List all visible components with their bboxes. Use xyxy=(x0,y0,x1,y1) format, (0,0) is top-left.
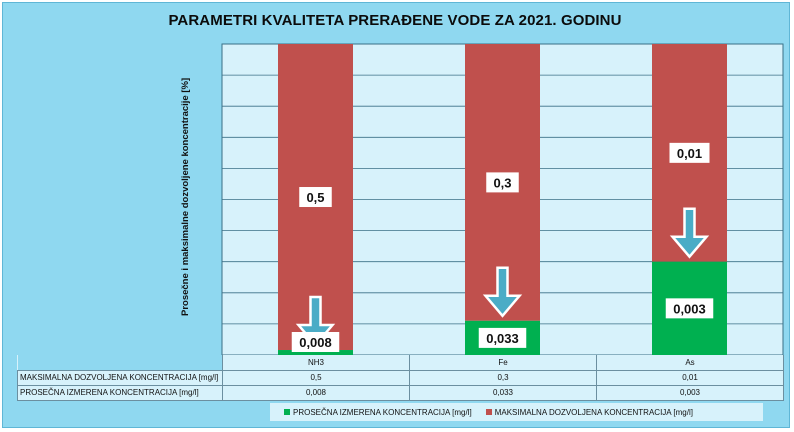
data-label-max-nh3: 0,5 xyxy=(306,190,324,205)
legend-label-maximum: MAKSIMALNA DOZVOLJENA KONCENTRACIJA [mg/… xyxy=(494,407,693,417)
legend-swatch-maximum xyxy=(485,409,492,415)
legend: PROSEČNA IZMERENA KONCENTRACIJA [mg/l] M… xyxy=(270,403,763,421)
table-corner xyxy=(17,355,223,370)
bars xyxy=(278,44,727,355)
table-row-max-label: MAKSIMALNA DOZVOLJENA KONCENTRACIJA [mg/… xyxy=(17,369,223,386)
data-label-box xyxy=(299,187,332,208)
data-label-avg-nh3: 0,008 xyxy=(299,335,332,350)
table-cell-avg-as: 0,003 xyxy=(596,384,784,401)
data-labels: 0,5 0,008 0,3 0,033 0,01 0,003 xyxy=(291,142,714,352)
chart-title: PARAMETRI KVALITETA PRERAĐENE VODE ZA 20… xyxy=(168,12,622,29)
legend-swatch-average xyxy=(284,409,290,415)
data-label-max-fe: 0,3 xyxy=(493,175,511,190)
table-cell-avg-fe: 0,033 xyxy=(409,384,597,401)
table-category-nh3: NH3 xyxy=(222,355,410,371)
data-label-avg-fe: 0,033 xyxy=(486,331,519,346)
data-label-box xyxy=(291,332,340,352)
bar-avg-nh3 xyxy=(278,350,353,355)
data-label-box xyxy=(486,172,519,193)
data-label-avg-as: 0,003 xyxy=(673,301,706,316)
data-label-max-as: 0,01 xyxy=(677,146,702,161)
data-table: NH3 Fe As MAKSIMALNA DOZVOLJENA KONCENTR… xyxy=(17,355,784,401)
table-header-row: NH3 Fe As xyxy=(17,355,784,371)
down-arrow-icon xyxy=(669,207,710,259)
data-label-box xyxy=(669,142,710,163)
table-cell-max-fe: 0,3 xyxy=(409,369,597,386)
table-category-fe: Fe xyxy=(409,355,597,371)
table-category-as: As xyxy=(596,355,784,371)
legend-item-maximum: MAKSIMALNA DOZVOLJENA KONCENTRACIJA [mg/… xyxy=(485,407,693,417)
table-row-max: MAKSIMALNA DOZVOLJENA KONCENTRACIJA [mg/… xyxy=(17,369,784,386)
legend-label-average: PROSEČNA IZMERENA KONCENTRACIJA [mg/l] xyxy=(293,407,472,417)
down-arrow-icon xyxy=(482,266,523,318)
legend-item-average: PROSEČNA IZMERENA KONCENTRACIJA [mg/l] xyxy=(284,408,472,417)
table-cell-max-as: 0,01 xyxy=(596,369,784,386)
data-label-box xyxy=(665,298,714,319)
table-row-avg-label: PROSEČNA IZMERENA KONCENTRACIJA [mg/l] xyxy=(17,384,223,401)
table-cell-avg-nh3: 0,008 xyxy=(222,384,410,401)
table-cell-max-nh3: 0,5 xyxy=(222,369,410,386)
data-label-box xyxy=(478,327,527,348)
table-row-avg: PROSEČNA IZMERENA KONCENTRACIJA [mg/l] 0… xyxy=(17,384,784,401)
